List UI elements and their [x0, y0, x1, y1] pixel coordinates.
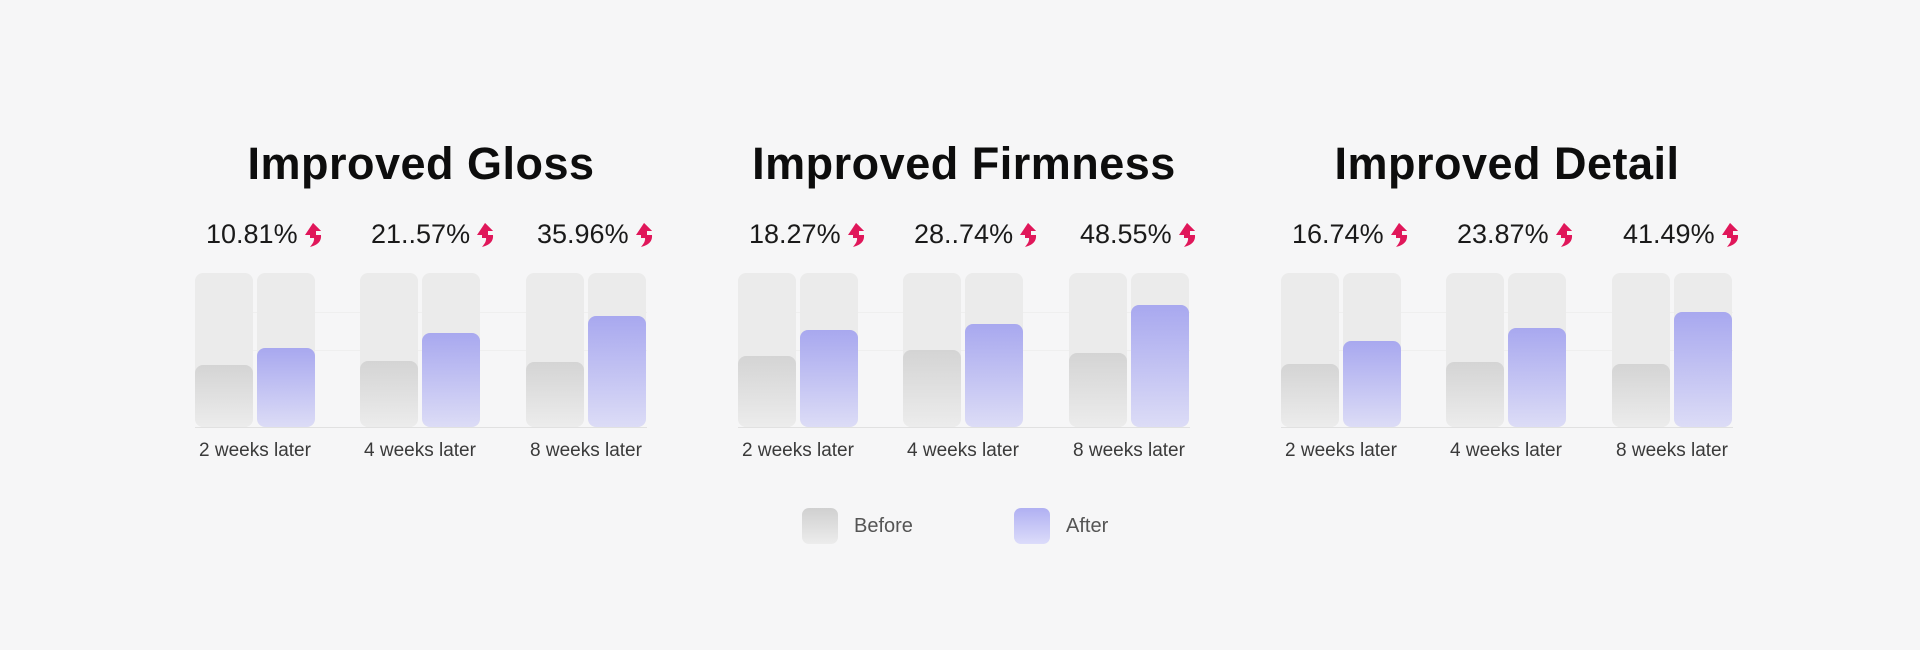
bar-after [257, 348, 315, 427]
increase-label: 41.49% [1623, 216, 1741, 252]
category-label: 2 weeks later [742, 440, 854, 461]
chart-2: Improved Detail 16.74% 2 weeks later 23.87%… [1281, 0, 1738, 650]
increase-label: 10.81% [206, 216, 324, 252]
increase-value: 35.96% [537, 219, 629, 249]
legend-swatch-before [802, 508, 838, 544]
category-label: 4 weeks later [907, 440, 1019, 461]
increase-value: 16.74% [1292, 219, 1384, 249]
double-up-arrow-icon [1719, 221, 1741, 247]
bar-after [800, 329, 858, 427]
grid-line [195, 350, 647, 351]
increase-label: 35.96% [537, 216, 655, 252]
bar-before [903, 350, 961, 427]
bar-track-after [257, 273, 315, 427]
increase-value: 21..57% [371, 219, 471, 249]
bar-before [360, 360, 418, 427]
bar-after [588, 316, 646, 427]
bar-after [1131, 305, 1189, 427]
bar-track-before [360, 273, 418, 427]
chart-title: Improved Detail [1334, 138, 1680, 189]
legend-label-after: After [1066, 514, 1109, 537]
bar-after [422, 333, 480, 427]
bar-after [1508, 328, 1566, 427]
increase-value: 23.87% [1457, 219, 1549, 249]
double-up-arrow-icon [1388, 221, 1410, 247]
bar-track-after [422, 273, 480, 427]
category-label: 2 weeks later [1285, 440, 1397, 461]
bar-track-after [965, 273, 1023, 427]
double-up-arrow-icon [845, 221, 867, 247]
bar-before [1446, 362, 1504, 427]
bar-track-before [1069, 273, 1127, 427]
bar-before [1069, 353, 1127, 427]
bar-track-before [1281, 273, 1339, 427]
bar-track-before [1612, 273, 1670, 427]
bar-after [965, 323, 1023, 427]
baseline [738, 427, 1190, 428]
increase-label: 16.74% [1292, 216, 1410, 252]
bar-track-before [526, 273, 584, 427]
double-up-arrow-icon [474, 221, 496, 247]
bar-after [1343, 340, 1401, 427]
bar-before [1612, 363, 1670, 427]
grid-line [1281, 311, 1733, 313]
double-up-arrow-icon [302, 221, 324, 247]
double-up-arrow-icon [633, 221, 655, 247]
increase-label: 23.87% [1457, 216, 1575, 252]
bar-after [1674, 311, 1732, 427]
increase-label: 48.55% [1080, 216, 1198, 252]
grid-line [738, 350, 1190, 351]
chart-title: Improved Gloss [247, 138, 595, 189]
bar-track-before [738, 273, 796, 427]
bar-before [1281, 363, 1339, 427]
increase-value: 41.49% [1623, 219, 1715, 249]
category-label: 8 weeks later [530, 440, 642, 461]
chart-0: Improved Gloss 10.81% 2 weeks later 21..57%… [195, 0, 652, 650]
category-label: 2 weeks later [199, 440, 311, 461]
bar-before [195, 365, 253, 427]
bar-track-before [195, 273, 253, 427]
increase-label: 21..57% [371, 216, 496, 252]
increase-value: 10.81% [206, 219, 298, 249]
bar-track-after [1131, 273, 1189, 427]
increase-label: 28..74% [914, 216, 1039, 252]
chart-1: Improved Firmness 18.27% 2 weeks later 28..… [738, 0, 1195, 650]
bar-track-after [588, 273, 646, 427]
grid-line [738, 311, 1190, 313]
legend-swatch-after [1014, 508, 1050, 544]
baseline [1281, 427, 1733, 428]
increase-label: 18.27% [749, 216, 867, 252]
category-label: 4 weeks later [364, 440, 476, 461]
bar-track-after [1674, 273, 1732, 427]
category-label: 8 weeks later [1616, 440, 1728, 461]
baseline [195, 427, 647, 428]
bar-track-before [903, 273, 961, 427]
bar-track-after [800, 273, 858, 427]
grid-line [1281, 350, 1733, 351]
bar-before [738, 356, 796, 427]
bar-track-after [1343, 273, 1401, 427]
bar-before [526, 362, 584, 427]
bar-track-after [1508, 273, 1566, 427]
increase-value: 18.27% [749, 219, 841, 249]
bar-track-before [1446, 273, 1504, 427]
legend-item-before: Before [802, 508, 913, 544]
grid-line [195, 311, 647, 313]
double-up-arrow-icon [1176, 221, 1198, 247]
legend-label-before: Before [854, 514, 913, 537]
category-label: 4 weeks later [1450, 440, 1562, 461]
double-up-arrow-icon [1017, 221, 1039, 247]
increase-value: 48.55% [1080, 219, 1172, 249]
legend: Before After [0, 508, 1920, 548]
category-label: 8 weeks later [1073, 440, 1185, 461]
double-up-arrow-icon [1553, 221, 1575, 247]
chart-title: Improved Firmness [752, 138, 1176, 189]
legend-item-after: After [1014, 508, 1108, 544]
increase-value: 28..74% [914, 219, 1014, 249]
